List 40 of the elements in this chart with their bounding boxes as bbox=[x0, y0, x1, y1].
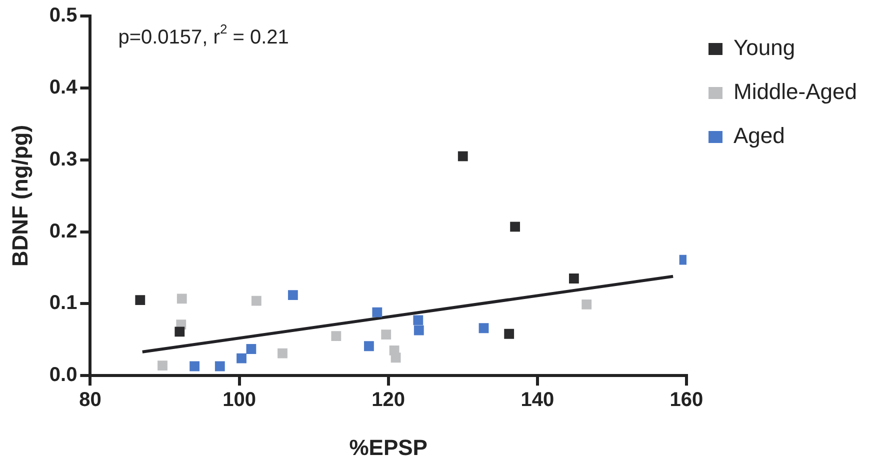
point bbox=[458, 151, 468, 162]
point bbox=[190, 361, 200, 372]
x-tick-label: 100 bbox=[222, 389, 256, 412]
point bbox=[478, 323, 489, 334]
y-tick-label: 0.0 bbox=[49, 364, 78, 386]
point bbox=[582, 299, 592, 310]
point bbox=[568, 274, 579, 284]
point bbox=[135, 295, 146, 306]
x-tick-label: 160 bbox=[670, 389, 704, 412]
x-tick-label: 140 bbox=[520, 389, 554, 412]
legend-label: Young bbox=[733, 35, 796, 60]
point bbox=[372, 307, 382, 318]
x-tick-label: 120 bbox=[372, 389, 406, 412]
x-axis-title: %EPSP bbox=[349, 434, 428, 460]
point bbox=[158, 360, 168, 370]
point bbox=[331, 331, 342, 341]
point bbox=[236, 353, 246, 364]
point bbox=[364, 341, 374, 352]
point bbox=[288, 290, 298, 300]
point bbox=[413, 315, 424, 326]
point bbox=[214, 361, 225, 372]
point bbox=[504, 328, 514, 339]
point bbox=[510, 222, 520, 232]
point bbox=[174, 326, 185, 337]
point bbox=[176, 294, 187, 304]
x-tick-label: 80 bbox=[79, 389, 102, 412]
y-tick-label: 0.5 bbox=[49, 4, 78, 27]
point bbox=[390, 352, 401, 363]
point bbox=[251, 296, 262, 306]
y-tick-label: 0.3 bbox=[49, 148, 78, 170]
point bbox=[246, 344, 256, 354]
point bbox=[381, 330, 392, 340]
legend-label: Aged bbox=[733, 123, 785, 148]
point bbox=[278, 348, 288, 358]
y-tick-label: 0.1 bbox=[49, 292, 78, 314]
legend-label: Middle-Aged bbox=[733, 79, 857, 104]
y-tick-label: 0.4 bbox=[49, 76, 78, 98]
point bbox=[414, 325, 424, 336]
y-tick-label: 0.2 bbox=[49, 220, 78, 242]
y-axis-title: BDNF (ng/pg) bbox=[7, 124, 32, 267]
